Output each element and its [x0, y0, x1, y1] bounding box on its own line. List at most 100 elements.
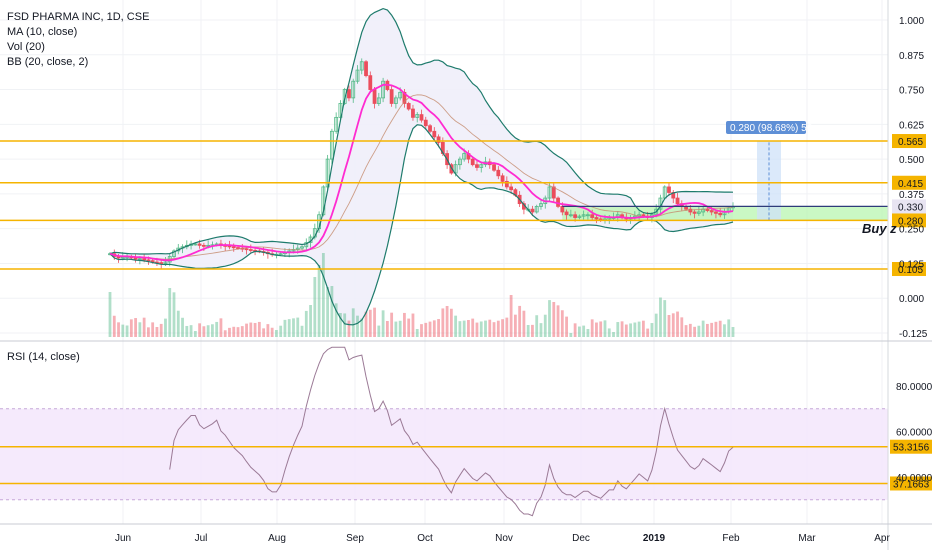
ma-legend[interactable]: MA (10, close)	[7, 26, 78, 38]
price-tick-label: 0.125	[899, 259, 924, 270]
volume-bar	[501, 319, 504, 337]
candle-body	[692, 211, 697, 214]
volume-bar	[185, 325, 189, 337]
volume-bar	[377, 325, 381, 337]
volume-bar	[646, 328, 650, 337]
volume-bar	[543, 314, 547, 337]
rsi-level-label: 37.1663	[893, 479, 930, 490]
price-level-tag	[892, 213, 926, 228]
time-tick-label: Jul	[195, 533, 208, 544]
rsi-tick-label: 40.0000	[896, 473, 932, 484]
volume-legend[interactable]: Vol (20)	[7, 41, 45, 53]
candle-body	[432, 130, 437, 138]
volume-bar	[313, 277, 317, 337]
time-tick-label: Mar	[798, 533, 816, 544]
volume-bar	[249, 322, 253, 337]
candle-body	[419, 114, 424, 121]
rsi-legend-label[interactable]: RSI (14, close)	[7, 351, 80, 363]
candle-body	[342, 89, 347, 104]
candle-body	[359, 61, 364, 71]
volume-bar	[403, 312, 406, 337]
candle-body	[381, 80, 385, 99]
bb-legend[interactable]: BB (20, close, 2)	[7, 56, 89, 68]
volume-bar	[215, 321, 219, 337]
candle-body	[300, 246, 304, 249]
volume-bar	[727, 319, 731, 337]
volume-bar	[223, 330, 227, 337]
volume-bar	[373, 307, 376, 337]
buy-zone-label: Buy z	[862, 221, 897, 236]
volume-bar	[710, 322, 714, 337]
candle-body	[594, 217, 599, 220]
volume-bar	[539, 323, 543, 337]
volume-bar	[330, 286, 334, 337]
volume-bar	[688, 323, 692, 337]
last-price-tag	[892, 199, 926, 214]
time-tick-label: Aug	[268, 533, 286, 544]
candle-body	[428, 125, 432, 132]
volume-bar	[637, 321, 641, 337]
volume-bar	[121, 324, 125, 337]
volume-bar	[240, 326, 244, 337]
candle-body	[321, 186, 326, 216]
volume-bar	[206, 325, 210, 337]
candle-body	[172, 250, 176, 257]
candle-body	[423, 119, 428, 127]
volume-bar	[394, 321, 398, 337]
price-level-label: 0.280	[898, 216, 923, 227]
price-level-tag	[892, 262, 926, 277]
ma10-line	[109, 83, 734, 262]
volume-bar	[317, 265, 321, 337]
volume-bar	[471, 318, 475, 337]
candle-body	[496, 169, 501, 177]
volume-bar	[360, 318, 364, 337]
candle-body	[696, 211, 701, 214]
candle-body	[163, 261, 168, 264]
symbol-title[interactable]: FSD PHARMA INC, 1D, CSE	[7, 11, 150, 23]
candle-body	[355, 69, 360, 82]
volume-bar	[424, 322, 428, 337]
candle-body	[248, 249, 253, 251]
volume-bar	[659, 297, 662, 337]
time-tick-label: 2019	[643, 533, 666, 544]
volume-bar	[607, 328, 611, 337]
volume-bar	[309, 305, 312, 337]
volume-bar	[693, 326, 696, 337]
rsi-level-tag	[890, 439, 932, 454]
volume-bar	[381, 310, 385, 337]
candle-body	[667, 186, 671, 193]
volume-bar	[612, 332, 615, 337]
price-tick-label: 0.250	[899, 225, 924, 236]
price-tick-label: 0.375	[899, 190, 924, 201]
volume-bar	[654, 313, 658, 337]
volume-bar	[667, 315, 671, 337]
volume-bar	[531, 324, 534, 337]
main-legend: FSD PHARMA INC, 1D, CSE MA (10, close) V…	[7, 10, 149, 70]
time-tick-label: Dec	[572, 533, 590, 544]
candle-body	[389, 89, 394, 104]
volume-bar	[304, 310, 308, 337]
candle-body	[564, 211, 569, 216]
volume-bar	[496, 320, 500, 337]
volume-bar	[505, 317, 509, 337]
candle-body	[714, 211, 718, 214]
candle-body	[688, 208, 693, 213]
volume-bar	[211, 324, 214, 337]
volume-bar	[629, 323, 632, 337]
volume-bar	[129, 319, 133, 337]
candle-body	[334, 116, 339, 132]
volume-bar	[428, 321, 432, 337]
volume-bar	[385, 321, 389, 337]
volume-bar	[718, 320, 722, 337]
volume-bar	[599, 321, 603, 337]
volume-bar	[671, 313, 675, 337]
volume-bar	[407, 318, 411, 337]
candle-body	[415, 114, 420, 118]
rsi-layer	[0, 346, 888, 517]
candle-body	[278, 253, 283, 256]
volume-bar	[680, 317, 684, 337]
candle-body	[462, 153, 467, 160]
candle-body	[197, 243, 202, 246]
volume-bar	[321, 253, 325, 337]
volume-bar	[117, 322, 120, 337]
